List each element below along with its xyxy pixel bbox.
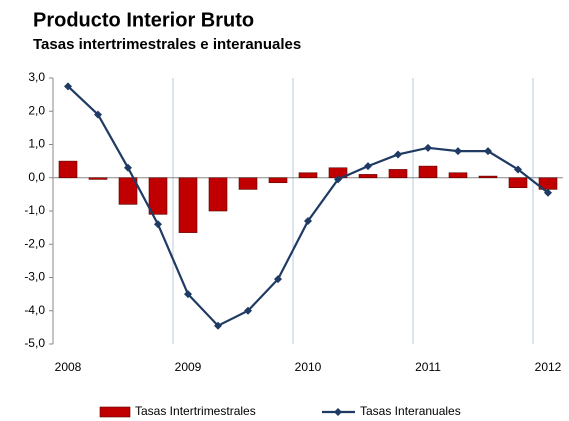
line-marker	[274, 275, 282, 284]
bar	[88, 177, 108, 180]
legend-label: Tasas Intertrimestrales	[135, 404, 256, 418]
line-marker	[94, 110, 102, 119]
y-tick-label: 0,0	[28, 170, 45, 184]
line-marker	[184, 290, 192, 299]
line	[67, 85, 549, 328]
bar	[58, 160, 78, 179]
bar	[508, 177, 528, 189]
y-tick-label: 1,0	[28, 137, 45, 151]
chart-title: Producto Interior Bruto	[33, 9, 254, 31]
line-marker	[124, 163, 132, 172]
legend-label: Tasas Interanuales	[360, 404, 461, 418]
line-marker	[544, 188, 552, 197]
x-tick-label: 2008	[55, 360, 82, 374]
bar	[418, 165, 438, 179]
bar	[478, 175, 498, 179]
line-marker	[394, 150, 402, 159]
line-marker	[154, 220, 162, 229]
x-tick-label: 2010	[295, 360, 322, 374]
bar	[388, 169, 408, 179]
y-tick-label: -5,0	[24, 336, 45, 350]
y-tick-label: -3,0	[24, 270, 45, 284]
y-tick-label: -4,0	[24, 303, 45, 317]
line-marker	[484, 147, 492, 156]
line-marker	[304, 216, 312, 225]
bar	[178, 177, 198, 233]
x-tick-label: 2009	[175, 360, 202, 374]
line-marker	[334, 175, 342, 184]
line-marker	[244, 306, 252, 315]
line-marker	[424, 143, 432, 152]
legend-swatch	[99, 406, 131, 418]
bar	[118, 177, 138, 205]
bar	[238, 177, 258, 190]
line-marker	[364, 162, 372, 171]
y-tick-label: 2,0	[28, 103, 45, 117]
line-marker	[64, 82, 72, 91]
bar	[208, 177, 228, 212]
bar	[448, 172, 468, 179]
line-marker	[514, 165, 522, 174]
x-tick-label: 2012	[535, 360, 562, 374]
line-marker	[454, 147, 462, 156]
y-tick-label: -2,0	[24, 236, 45, 250]
chart-subtitle: Tasas intertrimestrales e interanuales	[33, 36, 301, 53]
bar	[268, 177, 288, 184]
bar	[148, 177, 168, 215]
line-marker	[214, 321, 222, 330]
y-tick-label: -1,0	[24, 203, 45, 217]
bar	[358, 174, 378, 179]
legend-marker	[334, 408, 342, 416]
bar	[298, 172, 318, 179]
x-tick-label: 2011	[415, 360, 441, 374]
y-tick-label: 3,0	[28, 70, 45, 84]
